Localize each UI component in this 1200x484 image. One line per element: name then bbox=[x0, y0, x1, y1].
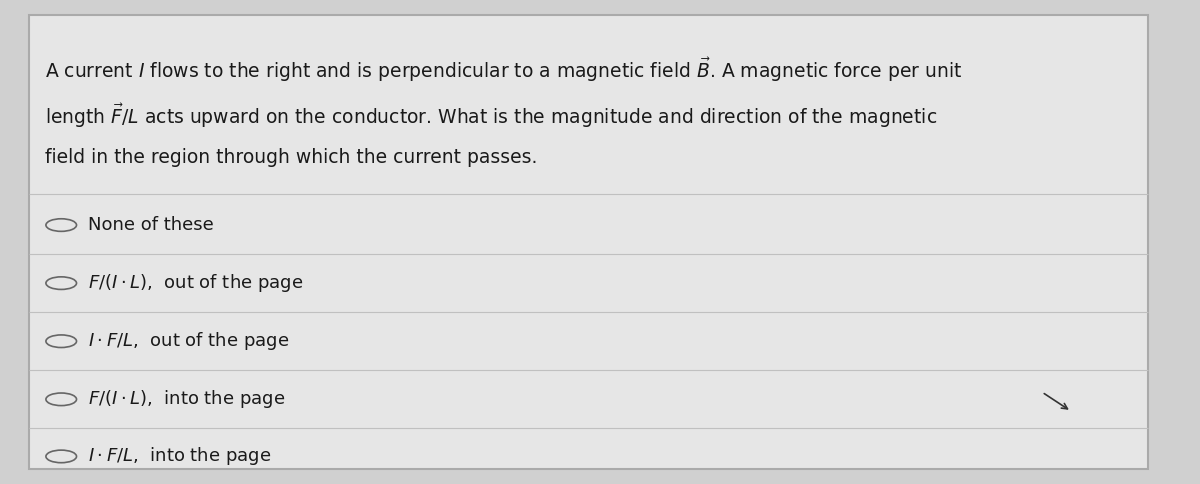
Text: field in the region through which the current passes.: field in the region through which the cu… bbox=[44, 148, 538, 166]
FancyBboxPatch shape bbox=[30, 15, 1148, 469]
Text: $F/(I \cdot L)$,  into the page: $F/(I \cdot L)$, into the page bbox=[89, 388, 286, 410]
Text: $I \cdot F/L$,  out of the page: $I \cdot F/L$, out of the page bbox=[89, 330, 289, 352]
Text: $F/(I \cdot L)$,  out of the page: $F/(I \cdot L)$, out of the page bbox=[89, 272, 304, 294]
Text: length $\vec{F}/L$ acts upward on the conductor. What is the magnitude and direc: length $\vec{F}/L$ acts upward on the co… bbox=[44, 102, 937, 130]
Text: $I \cdot F/L$,  into the page: $I \cdot F/L$, into the page bbox=[89, 445, 271, 468]
Text: None of these: None of these bbox=[89, 216, 214, 234]
Text: A current $\it{I}$ flows to the right and is perpendicular to a magnetic field $: A current $\it{I}$ flows to the right an… bbox=[44, 56, 962, 84]
